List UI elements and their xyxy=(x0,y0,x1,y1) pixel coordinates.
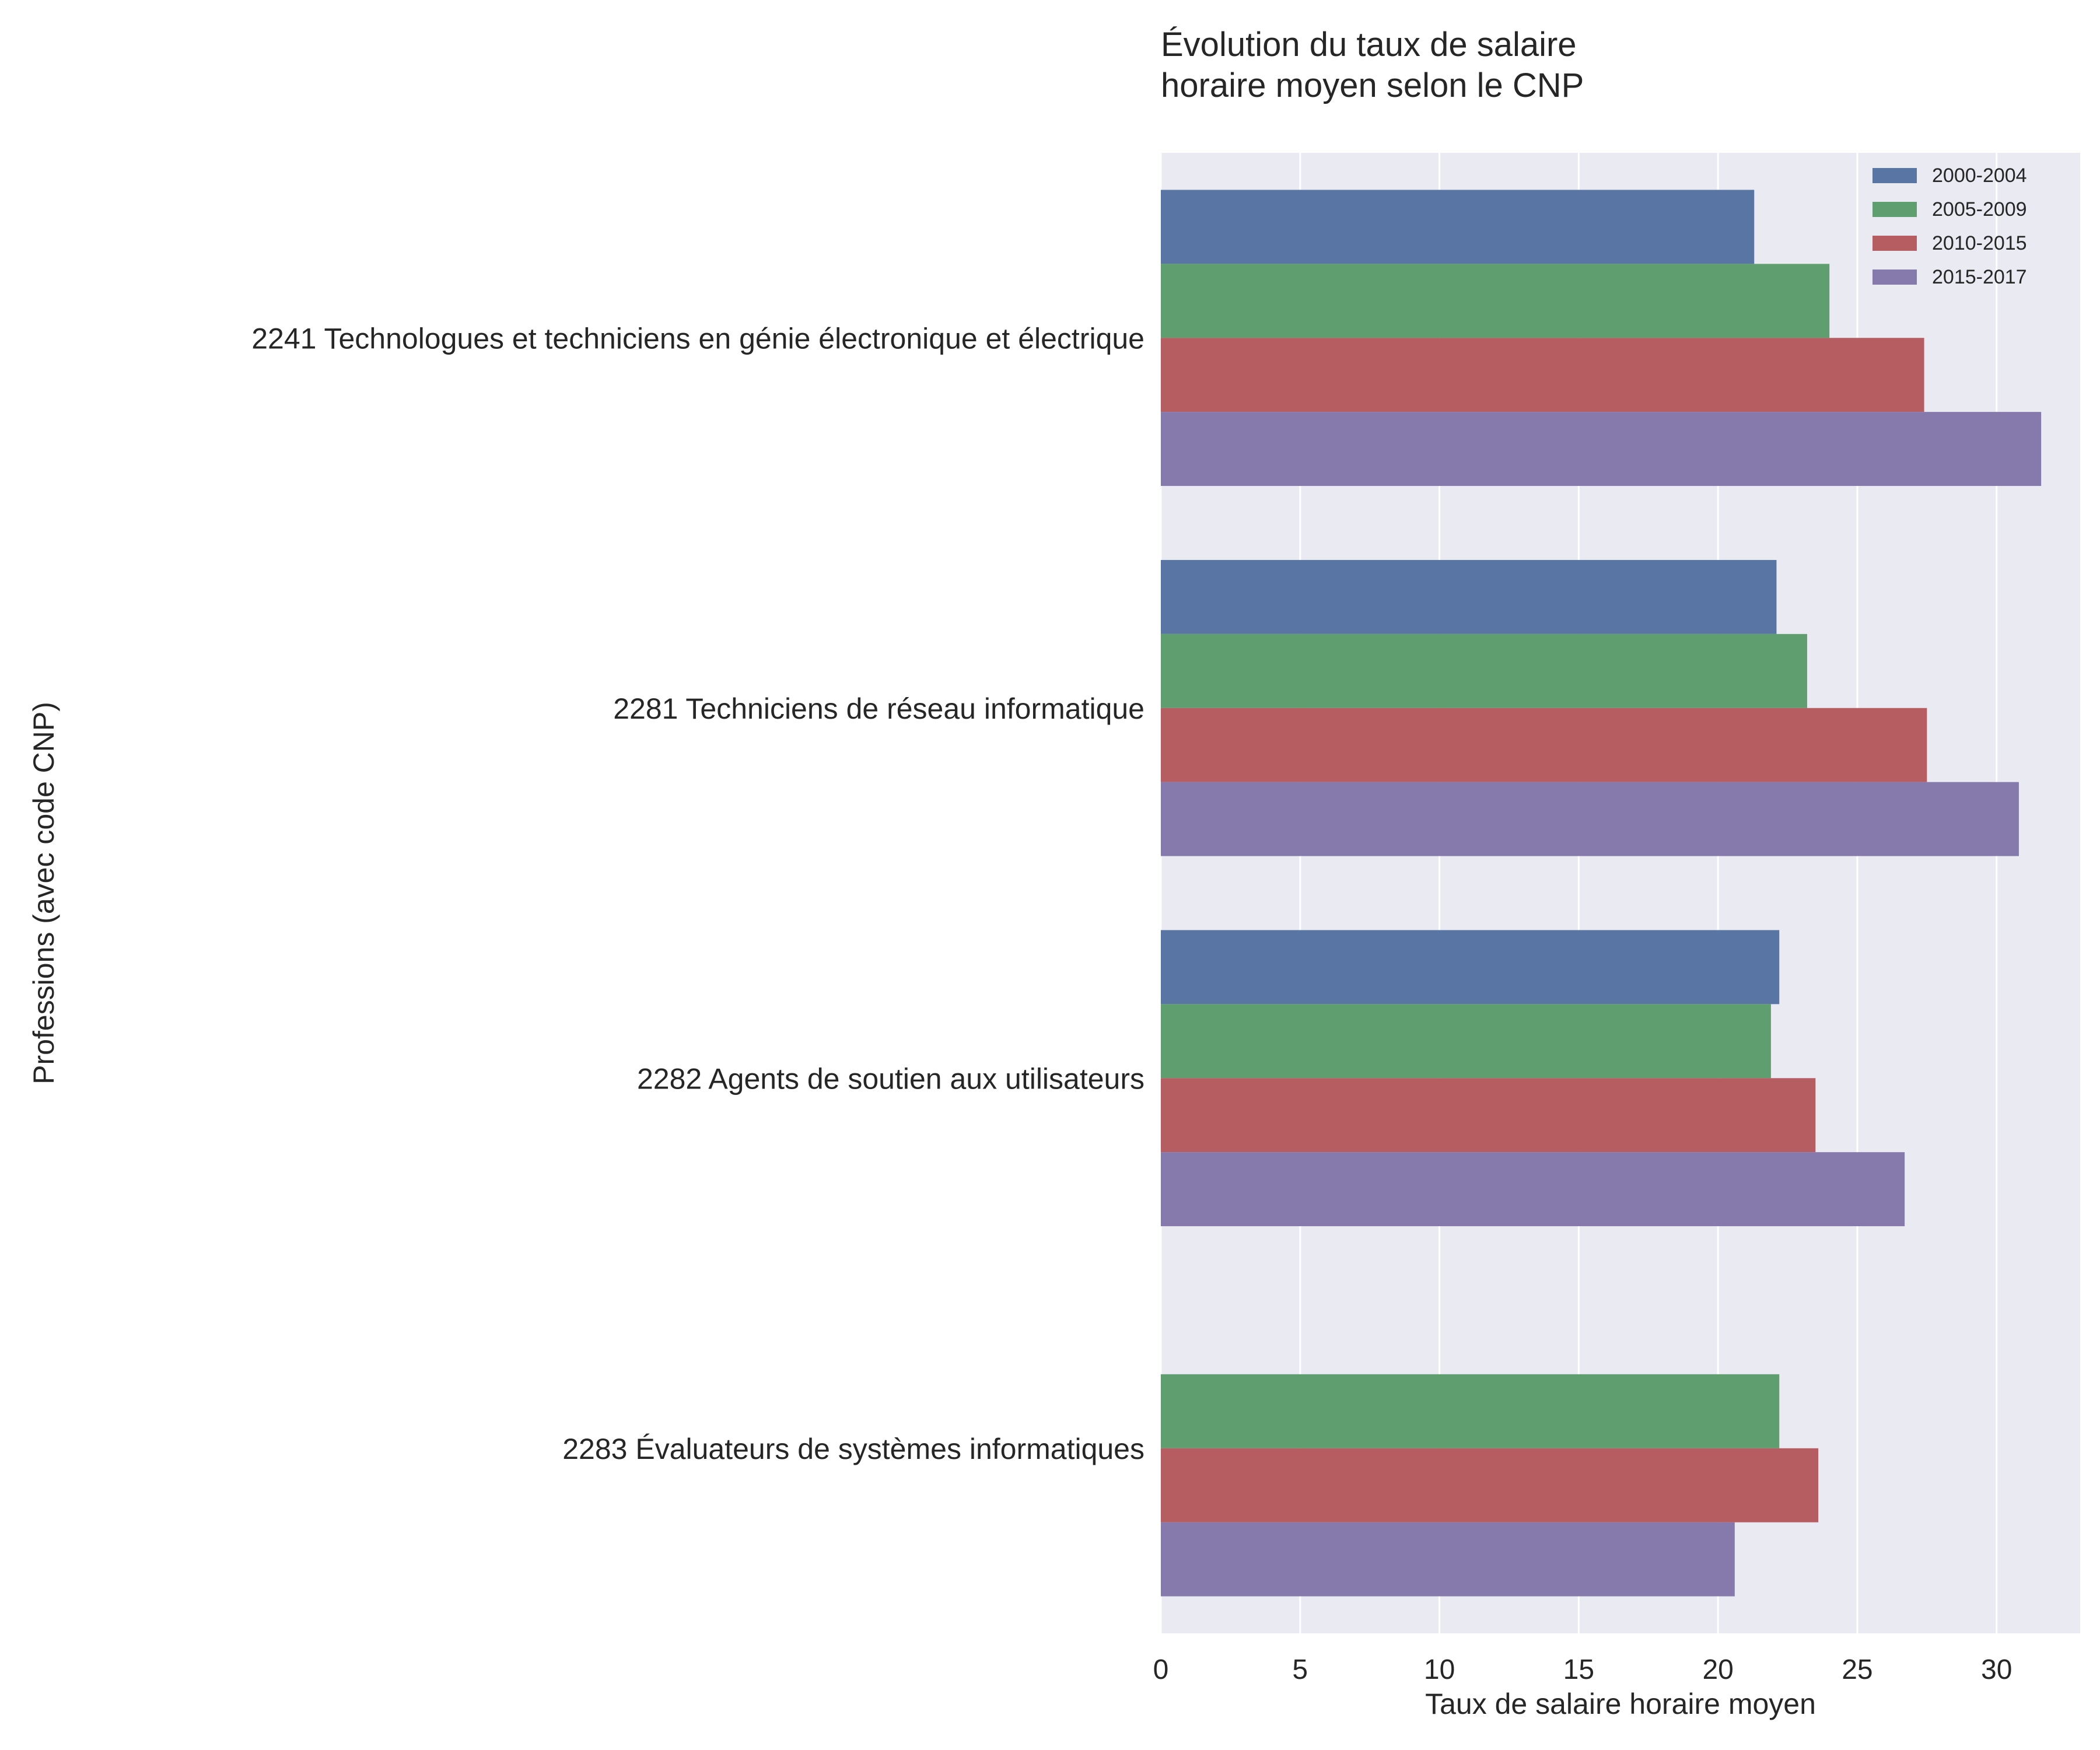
category-labels: 2241 Technologues et techniciens en géni… xyxy=(251,322,1144,1465)
bar-2281-2000-2004 xyxy=(1161,559,1777,634)
legend-label-2015-2017: 2015-2017 xyxy=(1932,266,2027,288)
bar-2241-2010-2015 xyxy=(1161,338,1924,412)
bar-2282-2000-2004 xyxy=(1161,930,1780,1005)
category-label-2283: 2283 Évaluateurs de systèmes informatiqu… xyxy=(562,1433,1144,1465)
category-label-2282: 2282 Agents de soutien aux utilisateurs xyxy=(637,1062,1144,1095)
bar-2281-2015-2017 xyxy=(1161,782,2019,856)
legend-swatch-2005-2009 xyxy=(1873,202,1917,217)
x-tick-label-25: 25 xyxy=(1842,1654,1873,1685)
x-tick-label-10: 10 xyxy=(1424,1654,1455,1685)
bar-2241-2015-2017 xyxy=(1161,412,2042,487)
y-axis-label: Professions (avec code CNP) xyxy=(27,702,60,1084)
x-tick-label-0: 0 xyxy=(1153,1654,1169,1685)
legend: 2000-2004 2005-2009 2010-2015 2015-2017 xyxy=(1873,164,2027,288)
bar-2283-2015-2017 xyxy=(1161,1522,1735,1597)
bar-2282-2015-2017 xyxy=(1161,1152,1905,1227)
legend-label-2000-2004: 2000-2004 xyxy=(1932,164,2027,187)
legend-label-2005-2009: 2005-2009 xyxy=(1932,198,2027,220)
category-label-2281: 2281 Techniciens de réseau informatique xyxy=(613,692,1144,725)
legend-swatch-2010-2015 xyxy=(1873,236,1917,251)
x-tick-labels: 0 5 10 15 20 25 30 xyxy=(1153,1654,2013,1685)
bar-2241-2000-2004 xyxy=(1161,190,1755,264)
x-tick-label-5: 5 xyxy=(1292,1654,1308,1685)
legend-label-2010-2015: 2010-2015 xyxy=(1932,232,2027,254)
bar-2281-2005-2009 xyxy=(1161,634,1807,708)
x-tick-label-15: 15 xyxy=(1563,1654,1594,1685)
legend-swatch-2000-2004 xyxy=(1873,168,1917,183)
bars xyxy=(1161,190,2042,1597)
chart-title-line-1: Évolution du taux de salaire xyxy=(1161,26,1577,64)
bar-2283-2005-2009 xyxy=(1161,1374,1780,1448)
bar-2283-2010-2015 xyxy=(1161,1448,1819,1522)
x-axis-label: Taux de salaire horaire moyen xyxy=(1425,1688,1816,1720)
chart-title-line-2: horaire moyen selon le CNP xyxy=(1161,66,1584,104)
bar-2282-2005-2009 xyxy=(1161,1004,1771,1079)
category-label-2241: 2241 Technologues et techniciens en géni… xyxy=(251,322,1144,355)
bar-2241-2005-2009 xyxy=(1161,264,1830,338)
x-tick-label-20: 20 xyxy=(1702,1654,1733,1685)
bar-2282-2010-2015 xyxy=(1161,1078,1816,1153)
x-tick-label-30: 30 xyxy=(1981,1654,2012,1685)
legend-swatch-2015-2017 xyxy=(1873,270,1917,285)
bar-2281-2010-2015 xyxy=(1161,708,1927,782)
